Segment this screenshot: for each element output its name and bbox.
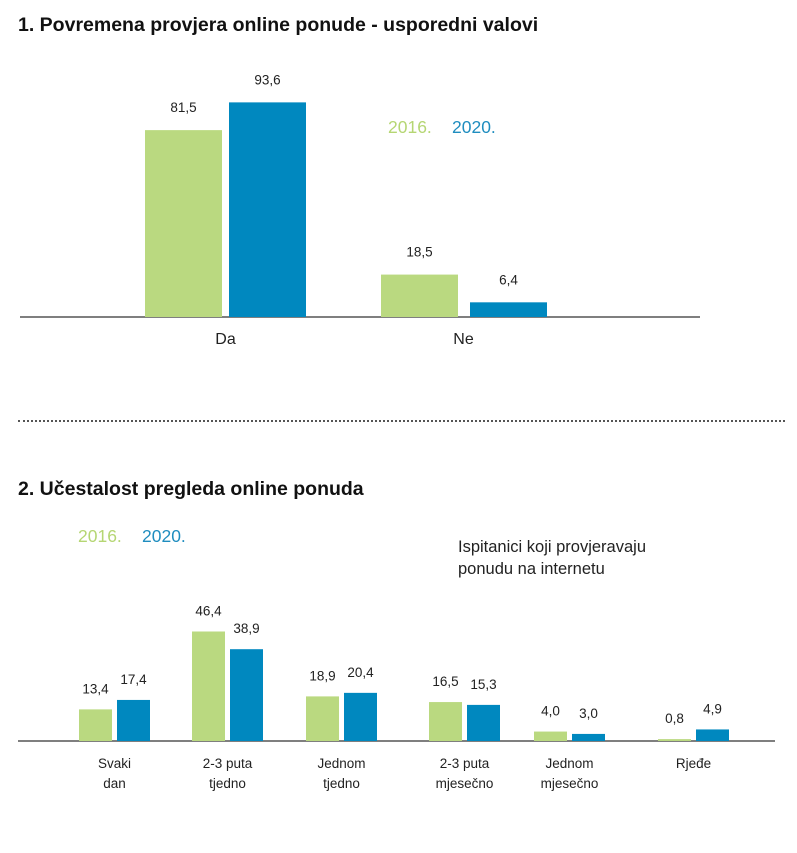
- chart1-bar-da-2020: [229, 102, 306, 317]
- chart2-bar-3-2020: [467, 704, 500, 741]
- chart2-bar-4-2020: [572, 733, 605, 741]
- chart2-legend-2020: 2020.: [142, 526, 186, 546]
- chart2-bar-3-2016: [429, 702, 462, 741]
- chart2-bar-2-2020: [344, 692, 377, 741]
- chart1-value-label: 6,4: [499, 272, 518, 287]
- chart2-value-label: 4,9: [703, 701, 722, 716]
- chart2-value-label: 4,0: [541, 704, 560, 719]
- chart1-value-label: 18,5: [406, 245, 432, 260]
- chart2-bar-1-2016: [192, 631, 225, 741]
- section-divider: [18, 420, 785, 422]
- chart1-value-label: 93,6: [254, 72, 280, 87]
- chart1-bar-da-2016: [145, 130, 222, 317]
- chart2-category-label: Jednom: [317, 756, 365, 771]
- chart1-bar-ne-2016: [381, 274, 458, 317]
- chart2-title: 2. Učestalost pregleda online ponuda: [18, 478, 364, 500]
- chart2-bar-0-2020: [117, 699, 150, 741]
- chart2-bar-5-2020: [696, 729, 729, 741]
- chart2-category-label: dan: [103, 776, 126, 791]
- chart2-value-label: 20,4: [347, 665, 374, 680]
- chart2-value-label: 13,4: [82, 681, 109, 696]
- chart2-value-label: 16,5: [432, 674, 458, 689]
- chart1-category-label: Ne: [453, 331, 474, 348]
- chart2-annotation: Ispitanici koji provjeravaju ponudu na i…: [458, 536, 646, 580]
- chart1-category-label: Da: [215, 331, 236, 348]
- chart1-title: 1. Povremena provjera online ponude - us…: [18, 14, 539, 36]
- chart2-category-label: Svaki: [98, 756, 131, 771]
- chart2-value-label: 38,9: [233, 621, 259, 636]
- chart2-value-label: 46,4: [195, 603, 222, 618]
- chart2-value-label: 18,9: [309, 668, 335, 683]
- chart2-bar-5-2016: [658, 739, 691, 741]
- chart2-category-label: 2-3 puta: [440, 756, 490, 771]
- chart2-bar-2-2016: [306, 696, 339, 741]
- chart2-bar-4-2016: [534, 731, 567, 741]
- chart2-category-label: Rjeđe: [676, 756, 711, 771]
- chart2-value-label: 17,4: [120, 672, 147, 687]
- chart2-value-label: 0,8: [665, 711, 684, 726]
- chart2-category-label: tjedno: [323, 776, 360, 791]
- chart2-category-label: mjesečno: [436, 776, 494, 791]
- chart2-annotation-line-1: Ispitanici koji provjeravaju: [458, 538, 647, 556]
- chart2-category-label: mjesečno: [541, 776, 599, 791]
- chart1-legend-2016: 2016.: [388, 117, 432, 137]
- chart2-category-label: 2-3 puta: [203, 756, 253, 771]
- chart2-category-label: tjedno: [209, 776, 246, 791]
- chart2-legend-2016: 2016.: [78, 526, 122, 546]
- chart2-bar-1-2020: [230, 649, 263, 741]
- chart1-value-label: 81,5: [170, 100, 196, 115]
- chart2-value-label: 15,3: [470, 677, 496, 692]
- chart2-bar-0-2016: [79, 709, 112, 741]
- chart2-value-label: 3,0: [579, 706, 598, 721]
- chart1-legend-2020: 2020.: [452, 117, 496, 137]
- chart2-category-label: Jednom: [545, 756, 593, 771]
- chart1-bar-ne-2020: [470, 302, 547, 317]
- chart2-annotation-line-2: ponudu na internetu: [458, 560, 605, 578]
